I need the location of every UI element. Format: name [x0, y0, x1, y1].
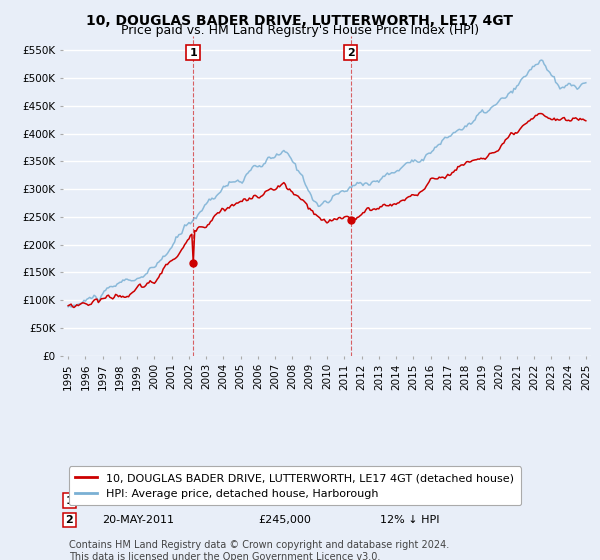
Text: 2: 2	[347, 48, 355, 58]
Text: 28-MAR-2002: 28-MAR-2002	[103, 496, 178, 506]
Legend: 10, DOUGLAS BADER DRIVE, LUTTERWORTH, LE17 4GT (detached house), HPI: Average pr: 10, DOUGLAS BADER DRIVE, LUTTERWORTH, LE…	[68, 466, 521, 505]
Text: 10, DOUGLAS BADER DRIVE, LUTTERWORTH, LE17 4GT: 10, DOUGLAS BADER DRIVE, LUTTERWORTH, LE…	[86, 14, 514, 28]
Text: 1: 1	[189, 48, 197, 58]
Text: 1: 1	[65, 496, 73, 506]
Text: 7% ↑ HPI: 7% ↑ HPI	[380, 496, 432, 506]
Text: Price paid vs. HM Land Registry's House Price Index (HPI): Price paid vs. HM Land Registry's House …	[121, 24, 479, 37]
Text: 2: 2	[65, 515, 73, 525]
Text: 12% ↓ HPI: 12% ↓ HPI	[380, 515, 439, 525]
Text: 20-MAY-2011: 20-MAY-2011	[103, 515, 175, 525]
Text: Contains HM Land Registry data © Crown copyright and database right 2024.
This d: Contains HM Land Registry data © Crown c…	[70, 540, 449, 560]
Text: £245,000: £245,000	[259, 515, 311, 525]
Text: £166,500: £166,500	[259, 496, 311, 506]
